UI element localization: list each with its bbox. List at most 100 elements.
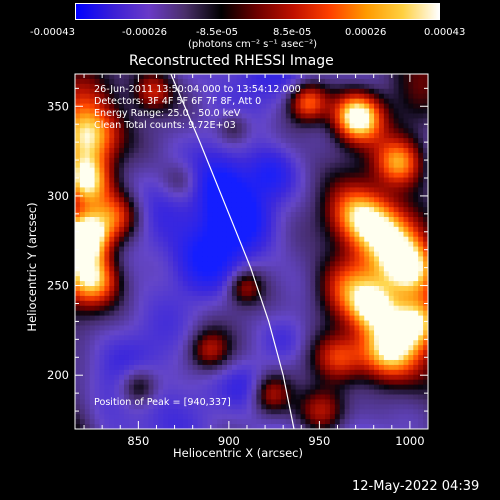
heatmap-cell: [212, 148, 218, 154]
heatmap-cell: [178, 380, 184, 386]
heatmap-cell: [276, 202, 282, 208]
heatmap-cell: [217, 306, 223, 312]
heatmap-cell: [149, 291, 155, 297]
heatmap-cell: [207, 232, 213, 238]
heatmap-cell: [340, 261, 346, 267]
heatmap-cell: [291, 74, 297, 80]
heatmap-cell: [374, 143, 380, 149]
heatmap-cell: [158, 187, 164, 193]
heatmap-cell: [114, 330, 120, 336]
heatmap-cell: [193, 390, 199, 396]
heatmap-cell: [217, 197, 223, 203]
heatmap-cell: [198, 390, 204, 396]
heatmap-cell: [247, 316, 253, 322]
heatmap-cell: [335, 281, 341, 287]
heatmap-cell: [202, 306, 208, 312]
heatmap-cell: [408, 316, 414, 322]
heatmap-cell: [217, 301, 223, 307]
heatmap-cell: [340, 281, 346, 287]
heatmap-cell: [320, 168, 326, 174]
heatmap-cell: [149, 380, 155, 386]
heatmap-cell: [222, 237, 228, 243]
heatmap-cell: [335, 335, 341, 341]
heatmap-cell: [173, 316, 179, 322]
heatmap-cell: [124, 419, 130, 425]
heatmap-cell: [296, 419, 302, 425]
heatmap-cell: [374, 271, 380, 277]
heatmap-cell: [315, 276, 321, 282]
heatmap-cell: [394, 163, 400, 169]
heatmap-cell: [374, 325, 380, 331]
heatmap-cell: [301, 109, 307, 115]
heatmap-cell: [394, 281, 400, 287]
heatmap-cell: [408, 84, 414, 90]
heatmap-cell: [80, 109, 86, 115]
heatmap-cell: [369, 271, 375, 277]
heatmap-cell: [104, 133, 110, 139]
heatmap-cell: [335, 187, 341, 193]
heatmap-cell: [163, 222, 169, 228]
heatmap-cell: [335, 173, 341, 179]
heatmap-cell: [261, 276, 267, 282]
heatmap-cell: [227, 316, 233, 322]
heatmap-cell: [119, 232, 125, 238]
heatmap-cell: [222, 242, 228, 248]
heatmap-cell: [310, 252, 316, 258]
heatmap-cell: [389, 301, 395, 307]
heatmap-cell: [90, 286, 96, 292]
heatmap-cell: [340, 187, 346, 193]
heatmap-cell: [134, 340, 140, 346]
heatmap-cell: [134, 133, 140, 139]
heatmap-cell: [217, 222, 223, 228]
heatmap-cell: [350, 414, 356, 420]
heatmap-cell: [227, 335, 233, 341]
heatmap-cell: [399, 217, 405, 223]
heatmap-cell: [198, 281, 204, 287]
heatmap-cell: [369, 261, 375, 267]
heatmap-cell: [247, 173, 253, 179]
heatmap-cell: [281, 104, 287, 110]
heatmap-cell: [168, 419, 174, 425]
heatmap-cell: [163, 311, 169, 317]
heatmap-cell: [394, 123, 400, 129]
heatmap-cell: [232, 330, 238, 336]
heatmap-cell: [354, 301, 360, 307]
heatmap-cell: [310, 192, 316, 198]
heatmap-cell: [374, 163, 380, 169]
heatmap-cell: [384, 237, 390, 243]
heatmap-cell: [90, 365, 96, 371]
heatmap-cell: [217, 414, 223, 420]
heatmap-cell: [374, 227, 380, 233]
heatmap-cell: [149, 414, 155, 420]
heatmap-cell: [207, 138, 213, 144]
heatmap-cell: [296, 404, 302, 410]
heatmap-cell: [350, 419, 356, 425]
heatmap-cell: [403, 345, 409, 351]
heatmap-cell: [374, 104, 380, 110]
heatmap-cell: [193, 370, 199, 376]
heatmap-cell: [134, 330, 140, 336]
heatmap-cell: [104, 380, 110, 386]
heatmap-cell: [256, 390, 262, 396]
heatmap-cell: [305, 296, 311, 302]
heatmap-cell: [188, 370, 194, 376]
heatmap-cell: [266, 380, 272, 386]
heatmap-cell: [399, 79, 405, 85]
heatmap-cell: [90, 256, 96, 262]
heatmap-cell: [75, 271, 81, 277]
heatmap-cell: [114, 237, 120, 243]
heatmap-cell: [173, 370, 179, 376]
heatmap-cell: [350, 128, 356, 134]
heatmap-cell: [301, 399, 307, 405]
heatmap-cell: [198, 380, 204, 386]
heatmap-cell: [384, 232, 390, 238]
heatmap-cell: [403, 291, 409, 297]
heatmap-cell: [109, 414, 115, 420]
heatmap-cell: [163, 316, 169, 322]
heatmap-cell: [325, 207, 331, 213]
heatmap-cell: [252, 222, 258, 228]
heatmap-cell: [315, 202, 321, 208]
heatmap-cell: [305, 316, 311, 322]
heatmap-cell: [291, 163, 297, 169]
